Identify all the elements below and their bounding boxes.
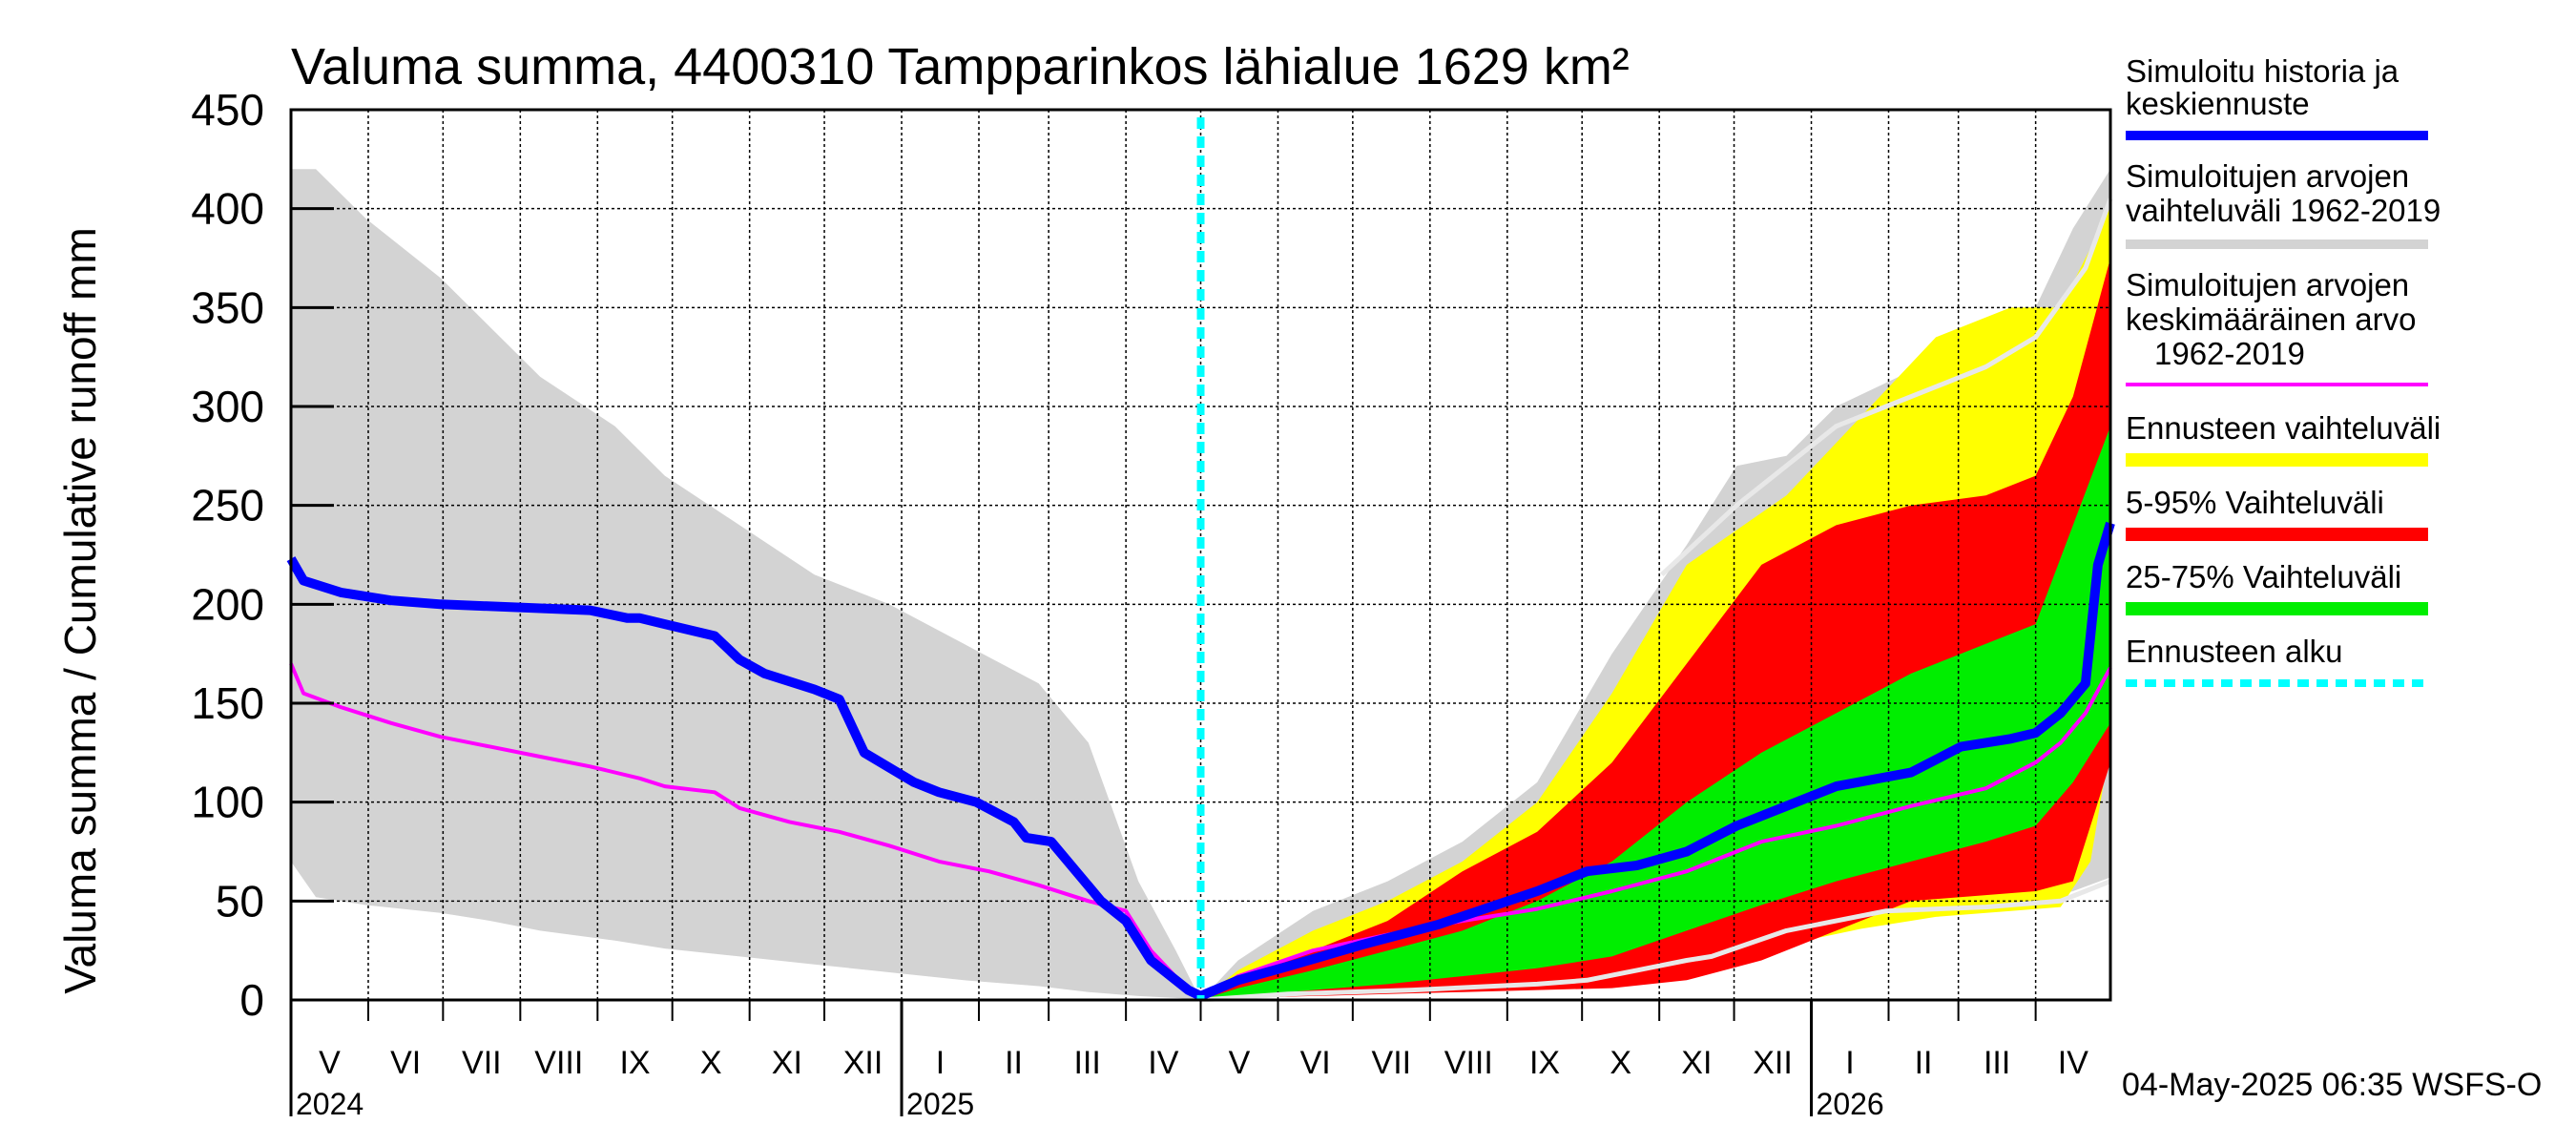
month-label-22: III xyxy=(1984,1045,2010,1081)
legend-label-mean-1: Simuloitujen arvojen xyxy=(2126,267,2409,302)
series-line-e8e8e8-0 xyxy=(1200,879,2111,1003)
band-area-0 xyxy=(291,169,1201,1000)
y-tick-label-50: 50 xyxy=(216,876,264,926)
y-tick-label-450: 450 xyxy=(191,85,264,135)
month-label-19: XII xyxy=(1753,1045,1793,1081)
y-tick-label-250: 250 xyxy=(191,481,264,531)
month-label-13: VI xyxy=(1300,1045,1331,1081)
chart-title: Valuma summa, 4400310 Tampparinkos lähia… xyxy=(291,38,1630,95)
legend-label-forecast-range: Ennusteen vaihteluväli xyxy=(2126,410,2441,446)
month-label-18: XI xyxy=(1681,1045,1712,1081)
y-tick-label-300: 300 xyxy=(191,382,264,431)
month-label-3: VIII xyxy=(534,1045,583,1081)
series-line-e8e8e8-1 xyxy=(1660,198,2113,577)
month-label-5: X xyxy=(700,1045,722,1081)
month-label-10: III xyxy=(1073,1045,1100,1081)
y-axis-label: Valuma summa / Cumulative runoff mm xyxy=(55,227,105,994)
y-tick-label-200: 200 xyxy=(191,579,264,629)
month-label-8: I xyxy=(936,1045,945,1081)
month-label-16: IX xyxy=(1529,1045,1560,1081)
month-label-4: IX xyxy=(619,1045,650,1081)
y-tick-label-150: 150 xyxy=(191,678,264,728)
y-tick-label-100: 100 xyxy=(191,778,264,827)
month-label-17: X xyxy=(1610,1045,1631,1081)
month-label-9: II xyxy=(1005,1045,1023,1081)
legend-label-25-75: 25-75% Vaihteluväli xyxy=(2126,559,2401,594)
y-tick-label-400: 400 xyxy=(191,184,264,234)
plot-frame xyxy=(289,108,2112,1002)
year-label-2024: 2024 xyxy=(296,1087,364,1121)
month-label-1: VI xyxy=(390,1045,421,1081)
month-label-15: VIII xyxy=(1444,1045,1493,1081)
legend-label-mean-3: 1962-2019 xyxy=(2154,336,2305,371)
month-label-12: V xyxy=(1229,1045,1251,1081)
legend-label-forecast-start: Ennusteen alku xyxy=(2126,634,2343,669)
legend-label-history-2: keskiennuste xyxy=(2126,86,2310,121)
month-label-20: I xyxy=(1845,1045,1854,1081)
legend-label-5-95: 5-95% Vaihteluväli xyxy=(2126,485,2384,520)
month-label-14: VII xyxy=(1372,1045,1412,1081)
band-area-4 xyxy=(1200,426,2110,1000)
month-label-6: XI xyxy=(772,1045,802,1081)
lines-layer xyxy=(286,117,2115,1003)
legend-label-range-2: vaihteluväli 1962-2019 xyxy=(2126,193,2441,228)
year-label-2025: 2025 xyxy=(906,1087,974,1121)
month-label-11: IV xyxy=(1148,1045,1178,1081)
year-label-2026: 2026 xyxy=(1817,1087,1884,1121)
legend: Simuloitu historia ja keskiennuste Simul… xyxy=(2126,53,2441,687)
legend-label-mean-2: keskimääräinen arvo xyxy=(2126,302,2416,337)
series-line-0000ff-0 xyxy=(286,521,2115,1001)
legend-label-history-1: Simuloitu historia ja xyxy=(2126,53,2399,89)
month-label-21: II xyxy=(1915,1045,1933,1081)
month-label-7: XII xyxy=(843,1045,883,1081)
month-label-0: V xyxy=(319,1045,341,1081)
month-label-2: VII xyxy=(462,1045,502,1081)
legend-label-range-1: Simuloitujen arvojen xyxy=(2126,158,2409,194)
month-label-23: IV xyxy=(2058,1045,2088,1081)
y-tick-label-350: 350 xyxy=(191,282,264,332)
footer-timestamp: 04-May-2025 06:35 WSFS-O xyxy=(2122,1067,2542,1103)
y-tick-label-0: 0 xyxy=(239,975,264,1025)
